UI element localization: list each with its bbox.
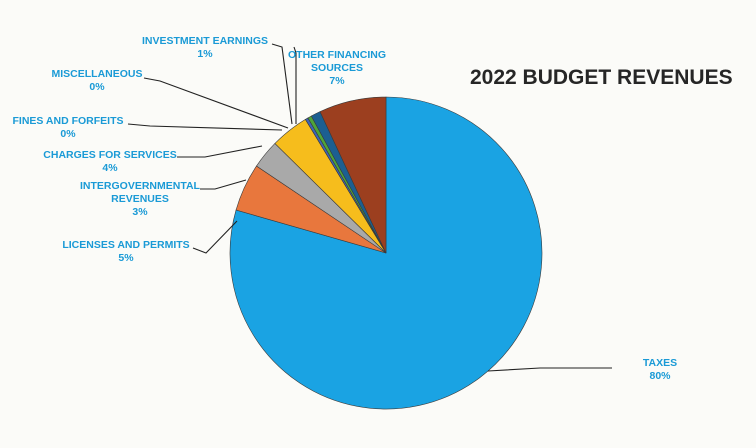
leader-line-charges	[177, 145, 263, 158]
leader-line-intergov	[200, 179, 247, 190]
slice-percent-taxes: 80%	[649, 370, 671, 382]
pie-slice-taxes	[229, 96, 543, 410]
slice-label-other: OTHER FINANCING	[288, 49, 386, 61]
slice-percent-licenses: 5%	[118, 252, 134, 264]
slice-label-taxes: TAXES	[643, 357, 677, 369]
slice-label-licenses: LICENSES AND PERMITS	[62, 239, 189, 251]
slice-label-intergov: INTERGOVERNMENTAL	[80, 180, 201, 192]
slice-label-charges: CHARGES FOR SERVICES	[43, 149, 176, 161]
slice-label-other: SOURCES	[311, 62, 363, 74]
chart-title: 2022 BUDGET REVENUES	[470, 66, 733, 89]
slice-label-intergov: REVENUES	[111, 193, 169, 205]
slice-percent-intergov: 3%	[132, 206, 148, 218]
leader-line-investment	[271, 43, 293, 125]
slice-percent-fines: 0%	[60, 128, 76, 140]
slice-label-investment: INVESTMENT EARNINGS	[142, 35, 268, 47]
pie-slice-other	[319, 96, 387, 254]
slice-percent-charges: 4%	[102, 162, 118, 174]
leader-line-taxes	[487, 367, 612, 372]
slice-percent-investment: 1%	[197, 48, 213, 60]
leader-line-misc	[143, 77, 289, 129]
leader-lines	[127, 43, 612, 372]
slice-percent-other: 7%	[329, 75, 345, 87]
leader-line-other	[293, 46, 297, 124]
slice-percent-misc: 0%	[89, 81, 105, 93]
leader-line-fines	[127, 123, 283, 131]
slice-label-fines: FINES AND FORFEITS	[12, 115, 123, 127]
leader-line-licenses	[192, 220, 238, 254]
pie-slices	[229, 96, 543, 410]
slice-label-misc: MISCELLANEOUS	[51, 68, 142, 80]
